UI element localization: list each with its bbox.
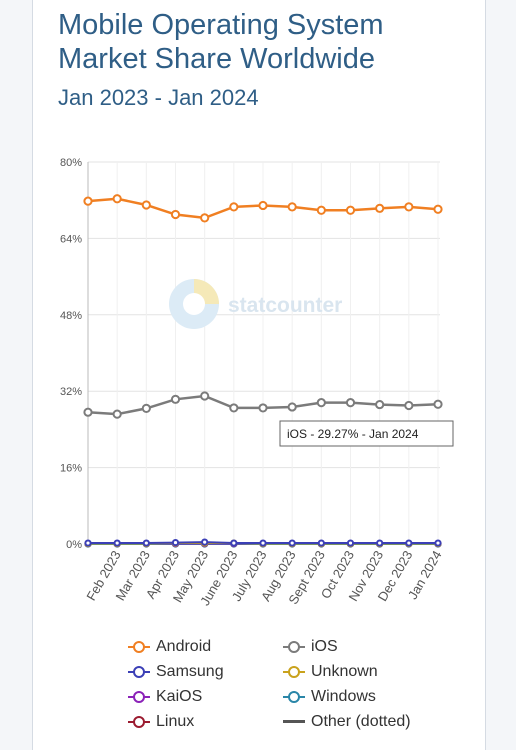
y-tick-label: 64%	[60, 233, 82, 245]
data-point[interactable]	[259, 539, 267, 547]
legend-label: Samsung	[156, 663, 224, 680]
y-tick-label: 16%	[60, 463, 82, 475]
y-tick-label: 48%	[60, 310, 82, 322]
data-point[interactable]	[83, 407, 93, 417]
legend-item[interactable]: Other (dotted)	[283, 711, 411, 733]
data-point[interactable]	[170, 394, 181, 404]
data-point[interactable]	[258, 200, 268, 211]
data-point[interactable]	[287, 202, 297, 212]
data-point[interactable]	[113, 539, 121, 547]
data-point[interactable]	[201, 538, 209, 546]
data-point[interactable]	[258, 403, 268, 413]
data-point[interactable]	[230, 539, 238, 547]
data-point[interactable]	[346, 539, 355, 547]
data-point[interactable]	[170, 209, 181, 220]
legend-label: Other (dotted)	[311, 713, 411, 730]
series-ios	[83, 391, 443, 419]
legend-marker-icon	[283, 665, 305, 679]
legend-label: Android	[156, 638, 212, 655]
data-point[interactable]	[288, 539, 296, 547]
legend-marker-icon	[128, 690, 150, 704]
data-point[interactable]	[112, 409, 122, 419]
y-tick-label: 80%	[60, 157, 82, 169]
series-layer	[83, 194, 443, 548]
data-point[interactable]	[345, 205, 356, 215]
legend-label: KaiOS	[156, 688, 203, 705]
data-point[interactable]	[375, 399, 385, 410]
data-point[interactable]	[375, 203, 385, 213]
statcounter-watermark: statcounter	[169, 279, 342, 329]
legend-item[interactable]: Android	[128, 636, 211, 658]
legend-item[interactable]: Samsung	[128, 661, 224, 683]
legend-item[interactable]: iOS	[283, 636, 338, 658]
legend-item[interactable]: KaiOS	[128, 686, 202, 708]
chart-title: Mobile Operating System Market Share Wor…	[58, 9, 384, 75]
data-point[interactable]	[316, 205, 326, 215]
series-samsung	[84, 538, 442, 547]
data-point[interactable]	[83, 196, 93, 206]
data-point[interactable]	[404, 202, 414, 212]
legend-item[interactable]: Unknown	[283, 661, 378, 683]
data-point[interactable]	[84, 539, 92, 547]
legend-marker-icon	[128, 715, 150, 729]
grid-lines	[87, 161, 440, 545]
tooltip: iOS - 29.27% - Jan 2024	[279, 420, 454, 447]
data-point[interactable]	[433, 204, 443, 214]
chart-card	[32, 0, 486, 750]
legend-label: iOS	[311, 638, 338, 655]
legend-marker-icon	[128, 640, 150, 654]
legend-item[interactable]: Windows	[283, 686, 376, 708]
series-android	[83, 194, 443, 223]
data-point[interactable]	[287, 402, 297, 412]
legend-marker-icon	[283, 715, 305, 729]
data-point[interactable]	[200, 391, 210, 401]
data-point[interactable]	[112, 194, 122, 204]
data-point[interactable]	[171, 538, 180, 547]
legend-item[interactable]: Linux	[128, 711, 194, 733]
legend-label: Linux	[156, 713, 195, 730]
data-point[interactable]	[434, 539, 442, 547]
data-point[interactable]	[317, 539, 325, 547]
y-tick-label: 32%	[60, 386, 82, 398]
data-point[interactable]	[200, 213, 210, 223]
chart-subtitle: Jan 2023 - Jan 2024	[58, 85, 259, 110]
watermark-text: statcounter	[228, 294, 342, 317]
data-point[interactable]	[433, 399, 443, 409]
data-point[interactable]	[142, 539, 150, 547]
y-axis-ticks: 0% 16% 32% 48% 64% 80%	[60, 157, 82, 551]
legend-label: Windows	[311, 688, 376, 705]
tooltip-text: iOS - 29.27% - Jan 2024	[287, 427, 419, 441]
y-tick-label: 0%	[66, 539, 82, 551]
legend-marker-icon	[283, 640, 305, 654]
legend-marker-icon	[128, 665, 150, 679]
data-point[interactable]	[141, 200, 151, 210]
data-point[interactable]	[404, 400, 414, 411]
data-point[interactable]	[316, 398, 326, 408]
data-point[interactable]	[405, 539, 413, 547]
data-point[interactable]	[376, 539, 384, 547]
data-point[interactable]	[141, 403, 151, 413]
legend-label: Unknown	[311, 663, 378, 680]
data-point[interactable]	[345, 398, 356, 408]
data-point[interactable]	[229, 202, 239, 212]
data-point[interactable]	[229, 403, 239, 413]
legend-marker-icon	[283, 690, 305, 704]
